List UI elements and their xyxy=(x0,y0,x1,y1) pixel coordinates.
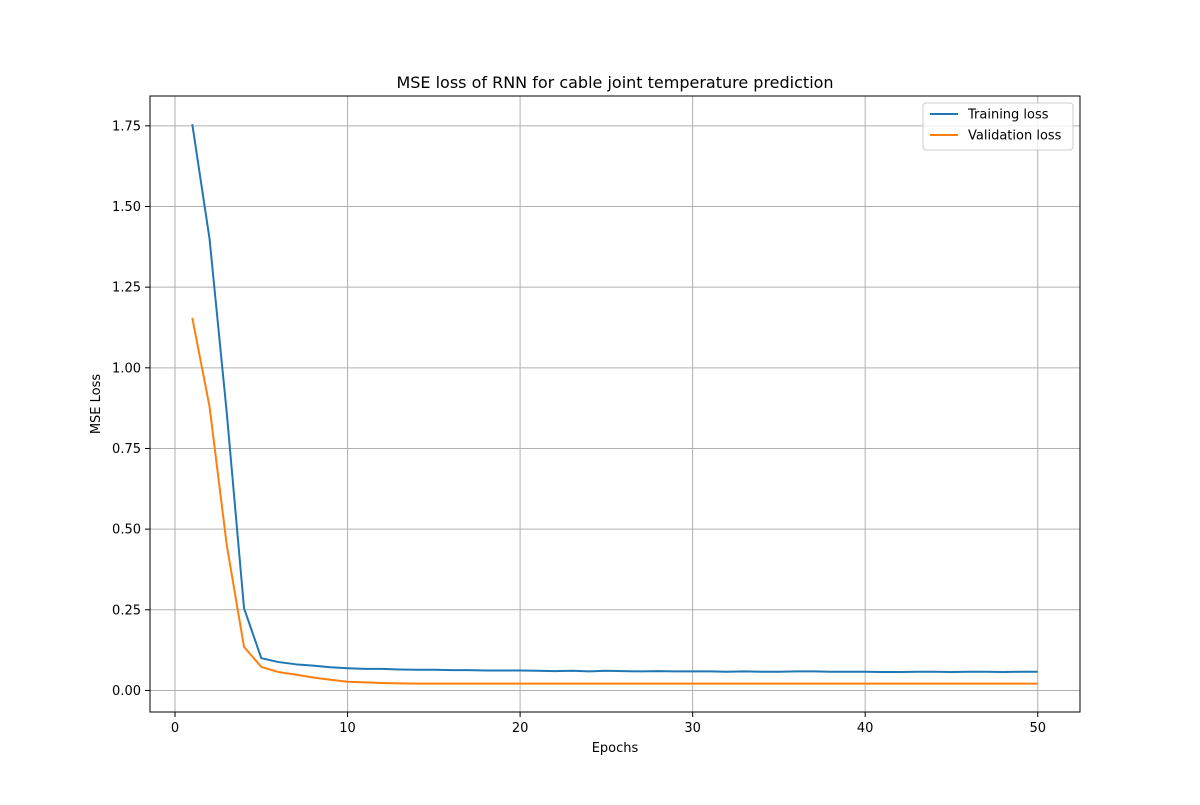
y-axis-label: MSE Loss xyxy=(89,374,104,435)
y-tick-label: 1.50 xyxy=(112,200,141,215)
x-axis-label: Epochs xyxy=(592,741,639,756)
y-tick-label: 1.25 xyxy=(112,281,141,296)
x-tick-label: 10 xyxy=(339,721,356,736)
axis-ticks: 0 10 20 30 40 50 0.00 0.25 0.50 0.75 1.00 1.25 1.50 1… xyxy=(112,119,1046,736)
y-tick-label: 1.00 xyxy=(112,361,141,376)
series-lines xyxy=(191,124,1038,685)
y-tick-label: 0.25 xyxy=(112,603,141,618)
y-tick-label: 0.75 xyxy=(112,442,141,457)
plot-frame xyxy=(149,95,1081,713)
series-line-training xyxy=(191,124,1038,674)
x-tick-label: 40 xyxy=(857,721,874,736)
x-tick-label: 20 xyxy=(512,721,529,736)
y-tick-label: 0.00 xyxy=(112,684,141,699)
legend-label-validation: Validation loss xyxy=(968,129,1062,144)
x-tick-label: 0 xyxy=(171,721,179,736)
legend-box xyxy=(922,102,1074,151)
x-tick-label: 50 xyxy=(1029,721,1046,736)
grid xyxy=(150,96,1080,712)
y-tick-label: 0.50 xyxy=(112,523,141,538)
chart-title: MSE loss of RNN for cable joint temperat… xyxy=(396,73,833,92)
series-line-validation xyxy=(191,317,1038,685)
x-tick-label: 30 xyxy=(684,721,701,736)
legend-label-training: Training loss xyxy=(967,108,1049,123)
y-tick-label: 1.75 xyxy=(112,119,141,134)
legend: Training loss Validation loss xyxy=(922,102,1074,151)
